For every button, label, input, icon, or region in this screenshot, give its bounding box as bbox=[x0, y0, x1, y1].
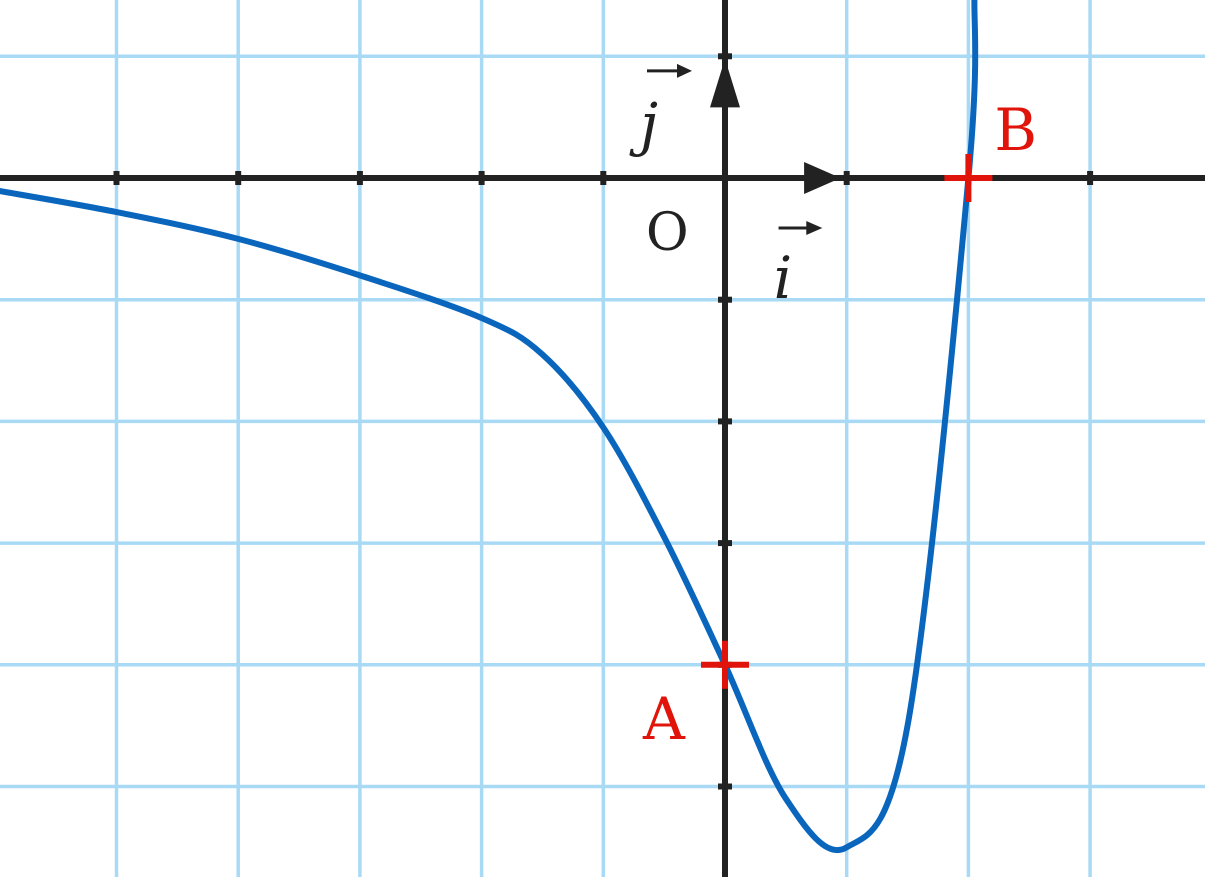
vector-j-overarrow-head bbox=[677, 63, 692, 78]
unit-vector-i-arrow bbox=[804, 162, 841, 194]
function-curve bbox=[0, 0, 979, 853]
unit-vector-j-arrow bbox=[710, 58, 740, 108]
unit-vector-j-label: j bbox=[629, 90, 658, 158]
labels: Oi j A B bbox=[629, 63, 1037, 753]
point-label: B bbox=[994, 96, 1037, 164]
curve-layer bbox=[0, 0, 979, 853]
point-B: B bbox=[944, 96, 1037, 202]
unit-vector-i-label: i bbox=[774, 244, 793, 312]
point-label: A bbox=[642, 685, 686, 753]
point-A: A bbox=[642, 640, 749, 753]
origin-label: O bbox=[646, 203, 689, 263]
vector-i-overarrow-head bbox=[806, 221, 823, 235]
